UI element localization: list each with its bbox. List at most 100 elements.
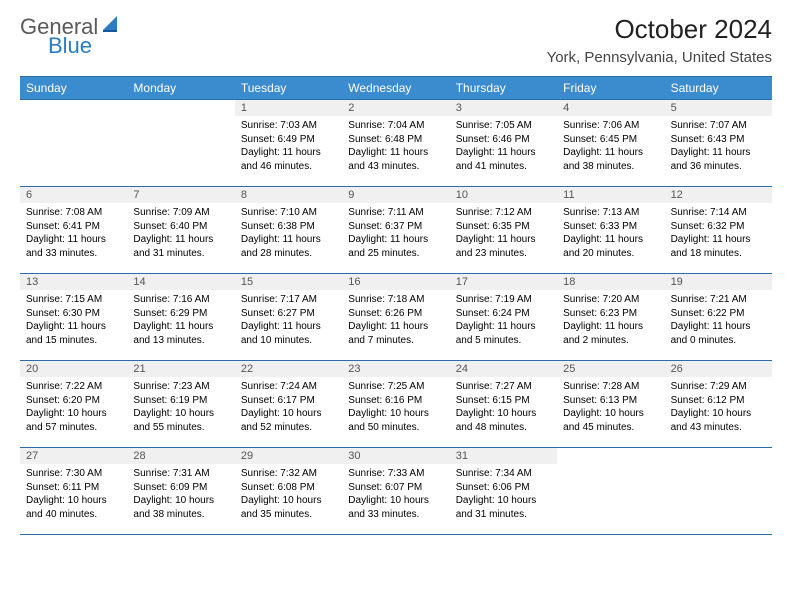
cell-body: Sunrise: 7:13 AMSunset: 6:33 PMDaylight:…	[557, 203, 664, 263]
cell-line: Daylight: 11 hours	[563, 233, 658, 247]
header: General Blue October 2024 York, Pennsylv…	[20, 14, 772, 66]
cell-line: Daylight: 10 hours	[241, 407, 336, 421]
cell-body: Sunrise: 7:19 AMSunset: 6:24 PMDaylight:…	[450, 290, 557, 350]
calendar-cell	[127, 100, 234, 186]
cell-line: Sunset: 6:30 PM	[26, 307, 121, 321]
cell-line: Sunset: 6:16 PM	[348, 394, 443, 408]
cell-body: Sunrise: 7:14 AMSunset: 6:32 PMDaylight:…	[665, 203, 772, 263]
calendar-cell: 4Sunrise: 7:06 AMSunset: 6:45 PMDaylight…	[557, 100, 664, 186]
cell-line: Sunrise: 7:32 AM	[241, 467, 336, 481]
day-number: 18	[557, 274, 664, 290]
cell-line: and 45 minutes.	[563, 421, 658, 435]
cell-line: Daylight: 10 hours	[348, 494, 443, 508]
calendar-cell	[20, 100, 127, 186]
calendar-cell: 30Sunrise: 7:33 AMSunset: 6:07 PMDayligh…	[342, 448, 449, 534]
calendar-cell: 31Sunrise: 7:34 AMSunset: 6:06 PMDayligh…	[450, 448, 557, 534]
cell-line: Daylight: 11 hours	[563, 146, 658, 160]
cell-line: Sunrise: 7:04 AM	[348, 119, 443, 133]
day-number: 17	[450, 274, 557, 290]
cell-body: Sunrise: 7:09 AMSunset: 6:40 PMDaylight:…	[127, 203, 234, 263]
calendar-cell: 1Sunrise: 7:03 AMSunset: 6:49 PMDaylight…	[235, 100, 342, 186]
cell-line: Sunset: 6:20 PM	[26, 394, 121, 408]
calendar-cell: 7Sunrise: 7:09 AMSunset: 6:40 PMDaylight…	[127, 187, 234, 273]
cell-line: Sunset: 6:35 PM	[456, 220, 551, 234]
day-number: 6	[20, 187, 127, 203]
cell-line: and 25 minutes.	[348, 247, 443, 261]
cell-line: Daylight: 11 hours	[241, 320, 336, 334]
calendar-cell: 9Sunrise: 7:11 AMSunset: 6:37 PMDaylight…	[342, 187, 449, 273]
day-number: 2	[342, 100, 449, 116]
cell-line: Sunset: 6:41 PM	[26, 220, 121, 234]
cell-line: Sunrise: 7:08 AM	[26, 206, 121, 220]
cell-line: Daylight: 11 hours	[26, 320, 121, 334]
cell-line: Daylight: 11 hours	[456, 233, 551, 247]
cell-line: Sunrise: 7:18 AM	[348, 293, 443, 307]
calendar-cell: 14Sunrise: 7:16 AMSunset: 6:29 PMDayligh…	[127, 274, 234, 360]
day-header: Monday	[127, 77, 234, 99]
cell-line: Sunrise: 7:31 AM	[133, 467, 228, 481]
cell-line: and 31 minutes.	[456, 508, 551, 522]
cell-body: Sunrise: 7:05 AMSunset: 6:46 PMDaylight:…	[450, 116, 557, 176]
calendar-cell: 2Sunrise: 7:04 AMSunset: 6:48 PMDaylight…	[342, 100, 449, 186]
cell-line: Sunset: 6:22 PM	[671, 307, 766, 321]
cell-line: Sunrise: 7:27 AM	[456, 380, 551, 394]
cell-line: Sunset: 6:08 PM	[241, 481, 336, 495]
day-number: 23	[342, 361, 449, 377]
day-number: 13	[20, 274, 127, 290]
calendar-cell: 17Sunrise: 7:19 AMSunset: 6:24 PMDayligh…	[450, 274, 557, 360]
day-header: Friday	[557, 77, 664, 99]
day-header: Sunday	[20, 77, 127, 99]
cell-line: Sunrise: 7:23 AM	[133, 380, 228, 394]
calendar-cell: 13Sunrise: 7:15 AMSunset: 6:30 PMDayligh…	[20, 274, 127, 360]
cell-body: Sunrise: 7:04 AMSunset: 6:48 PMDaylight:…	[342, 116, 449, 176]
cell-line: and 36 minutes.	[671, 160, 766, 174]
cell-line: Daylight: 11 hours	[348, 146, 443, 160]
cell-line: Sunset: 6:40 PM	[133, 220, 228, 234]
calendar-cell: 26Sunrise: 7:29 AMSunset: 6:12 PMDayligh…	[665, 361, 772, 447]
cell-line: Sunset: 6:32 PM	[671, 220, 766, 234]
cell-line: and 57 minutes.	[26, 421, 121, 435]
day-number: 14	[127, 274, 234, 290]
cell-line: Daylight: 11 hours	[563, 320, 658, 334]
cell-line: Daylight: 10 hours	[26, 407, 121, 421]
cell-line: and 55 minutes.	[133, 421, 228, 435]
cell-line: Sunset: 6:26 PM	[348, 307, 443, 321]
cell-line: Sunset: 6:15 PM	[456, 394, 551, 408]
cell-line: and 33 minutes.	[26, 247, 121, 261]
day-number: 24	[450, 361, 557, 377]
calendar-cell: 23Sunrise: 7:25 AMSunset: 6:16 PMDayligh…	[342, 361, 449, 447]
calendar-cell	[665, 448, 772, 534]
calendar-cell: 27Sunrise: 7:30 AMSunset: 6:11 PMDayligh…	[20, 448, 127, 534]
cell-body: Sunrise: 7:24 AMSunset: 6:17 PMDaylight:…	[235, 377, 342, 437]
cell-body: Sunrise: 7:28 AMSunset: 6:13 PMDaylight:…	[557, 377, 664, 437]
cell-line: Daylight: 10 hours	[671, 407, 766, 421]
cell-line: Sunrise: 7:10 AM	[241, 206, 336, 220]
calendar-cell	[557, 448, 664, 534]
day-header: Thursday	[450, 77, 557, 99]
calendar-cell: 12Sunrise: 7:14 AMSunset: 6:32 PMDayligh…	[665, 187, 772, 273]
calendar-cell: 20Sunrise: 7:22 AMSunset: 6:20 PMDayligh…	[20, 361, 127, 447]
cell-body: Sunrise: 7:34 AMSunset: 6:06 PMDaylight:…	[450, 464, 557, 524]
day-number: 4	[557, 100, 664, 116]
cell-line: Sunset: 6:33 PM	[563, 220, 658, 234]
cell-line: Daylight: 11 hours	[241, 233, 336, 247]
calendar-cell: 16Sunrise: 7:18 AMSunset: 6:26 PMDayligh…	[342, 274, 449, 360]
cell-line: Sunset: 6:19 PM	[133, 394, 228, 408]
cell-line: Sunset: 6:24 PM	[456, 307, 551, 321]
cell-line: and 28 minutes.	[241, 247, 336, 261]
day-number: 27	[20, 448, 127, 464]
cell-line: and 7 minutes.	[348, 334, 443, 348]
cell-line: Sunrise: 7:17 AM	[241, 293, 336, 307]
cell-line: Daylight: 10 hours	[348, 407, 443, 421]
day-number: 28	[127, 448, 234, 464]
cell-line: Sunrise: 7:13 AM	[563, 206, 658, 220]
cell-body: Sunrise: 7:16 AMSunset: 6:29 PMDaylight:…	[127, 290, 234, 350]
cell-line: Sunrise: 7:30 AM	[26, 467, 121, 481]
week-row: 20Sunrise: 7:22 AMSunset: 6:20 PMDayligh…	[20, 360, 772, 447]
cell-line: Sunrise: 7:33 AM	[348, 467, 443, 481]
calendar-cell: 28Sunrise: 7:31 AMSunset: 6:09 PMDayligh…	[127, 448, 234, 534]
cell-line: Daylight: 11 hours	[456, 320, 551, 334]
week-row: 13Sunrise: 7:15 AMSunset: 6:30 PMDayligh…	[20, 273, 772, 360]
day-number: 3	[450, 100, 557, 116]
cell-line: Sunset: 6:38 PM	[241, 220, 336, 234]
